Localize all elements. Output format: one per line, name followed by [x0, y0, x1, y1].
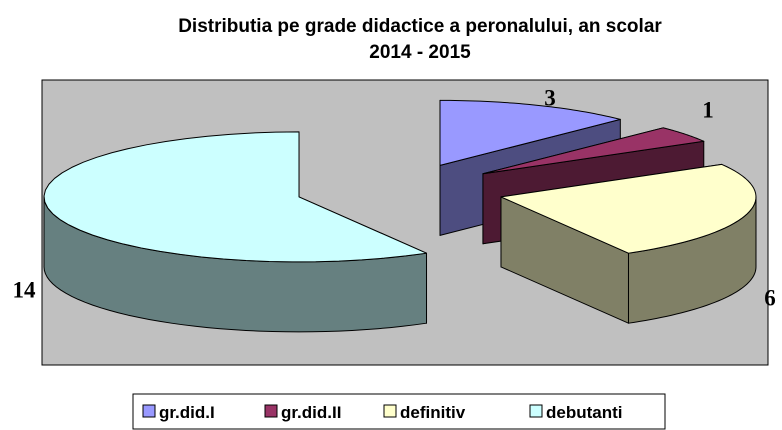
chart-title: Distributia pe grade didactice a peronal… — [178, 16, 662, 37]
legend-swatch — [383, 404, 397, 418]
legend-swatch — [264, 404, 278, 418]
legend-swatch — [142, 404, 156, 418]
data-label: 1 — [702, 97, 714, 122]
data-label: 3 — [544, 85, 556, 110]
slice — [43, 131, 428, 263]
chart-title: 2014 - 2015 — [369, 42, 471, 63]
legend-label: gr.did.II — [281, 403, 341, 422]
legend-swatch — [529, 404, 543, 418]
slice — [500, 163, 757, 254]
slice — [482, 127, 705, 175]
legend-box — [132, 393, 666, 430]
legend-label: gr.did.I — [159, 403, 215, 422]
data-label: 6 — [764, 285, 776, 310]
data-label: 14 — [13, 277, 37, 302]
slice — [439, 99, 621, 166]
legend-label: debutanti — [546, 403, 623, 422]
legend-label: definitiv — [400, 403, 466, 422]
